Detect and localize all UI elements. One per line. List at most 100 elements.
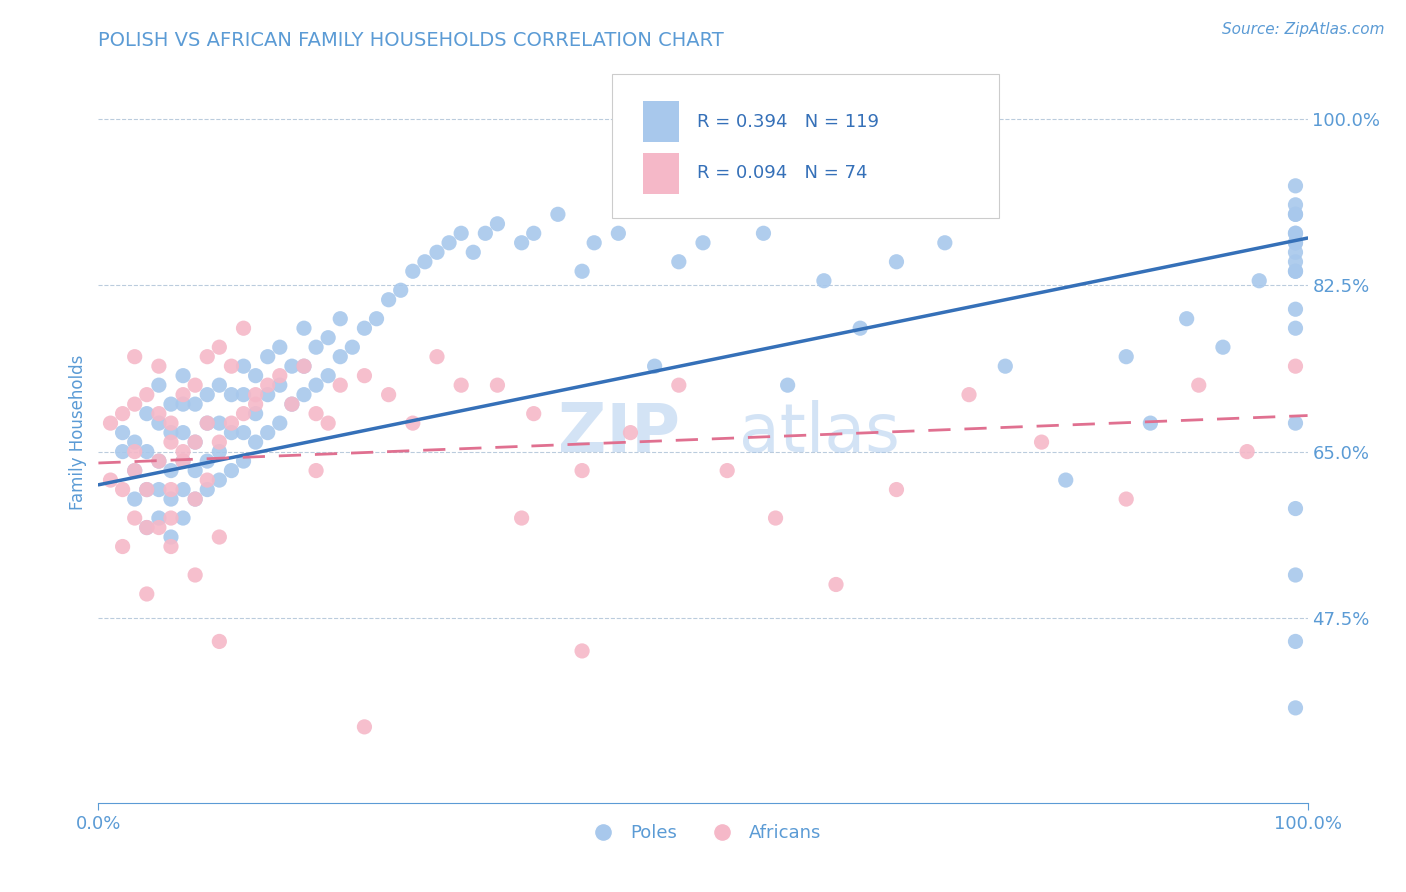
- Point: [813, 274, 835, 288]
- Point: [256, 350, 278, 364]
- Point: [160, 397, 183, 411]
- Point: [1236, 444, 1258, 458]
- Point: [776, 378, 799, 392]
- Point: [160, 425, 183, 440]
- Point: [571, 264, 593, 278]
- Point: [172, 483, 194, 497]
- Point: [172, 368, 194, 383]
- Point: [208, 416, 231, 430]
- Point: [1139, 416, 1161, 430]
- Point: [172, 511, 194, 525]
- Point: [353, 368, 375, 383]
- Point: [135, 387, 157, 401]
- Point: [135, 520, 157, 534]
- Point: [692, 235, 714, 250]
- FancyBboxPatch shape: [643, 153, 679, 194]
- Point: [208, 378, 231, 392]
- Text: atlas: atlas: [740, 400, 900, 466]
- Point: [172, 397, 194, 411]
- Point: [195, 416, 218, 430]
- FancyBboxPatch shape: [643, 102, 679, 142]
- Text: Source: ZipAtlas.com: Source: ZipAtlas.com: [1222, 22, 1385, 37]
- Point: [644, 359, 666, 374]
- Point: [184, 435, 207, 450]
- Point: [124, 350, 146, 364]
- Point: [245, 435, 267, 450]
- Point: [148, 359, 170, 374]
- Point: [450, 227, 472, 241]
- Point: [172, 454, 194, 468]
- Point: [184, 397, 207, 411]
- Point: [160, 511, 183, 525]
- Point: [1212, 340, 1234, 354]
- Point: [849, 321, 872, 335]
- Point: [184, 464, 207, 478]
- Point: [583, 235, 606, 250]
- Point: [1284, 416, 1306, 430]
- Text: R = 0.394   N = 119: R = 0.394 N = 119: [697, 112, 879, 130]
- Point: [377, 293, 399, 307]
- Point: [619, 425, 641, 440]
- Point: [957, 387, 980, 401]
- Point: [389, 283, 412, 297]
- Point: [221, 359, 243, 374]
- Point: [269, 416, 291, 430]
- Point: [547, 207, 569, 221]
- Point: [208, 473, 231, 487]
- Point: [1284, 227, 1306, 241]
- Point: [716, 464, 738, 478]
- Point: [305, 464, 328, 478]
- Point: [135, 483, 157, 497]
- Point: [316, 368, 339, 383]
- Point: [886, 254, 908, 268]
- Point: [184, 568, 207, 582]
- Point: [148, 511, 170, 525]
- Point: [571, 644, 593, 658]
- Point: [1284, 178, 1306, 193]
- Point: [184, 491, 207, 506]
- Point: [474, 227, 496, 241]
- Point: [426, 350, 449, 364]
- Point: [256, 387, 278, 401]
- Point: [765, 511, 787, 525]
- Point: [886, 483, 908, 497]
- Point: [195, 454, 218, 468]
- Point: [232, 387, 254, 401]
- Point: [148, 416, 170, 430]
- Point: [111, 540, 134, 554]
- Point: [1284, 254, 1306, 268]
- Point: [184, 435, 207, 450]
- Point: [135, 483, 157, 497]
- Point: [160, 491, 183, 506]
- Point: [135, 520, 157, 534]
- Point: [1031, 435, 1053, 450]
- Point: [1175, 311, 1198, 326]
- Point: [1115, 350, 1137, 364]
- Legend: Poles, Africans: Poles, Africans: [578, 817, 828, 849]
- Text: POLISH VS AFRICAN FAMILY HOUSEHOLDS CORRELATION CHART: POLISH VS AFRICAN FAMILY HOUSEHOLDS CORR…: [98, 30, 724, 50]
- Point: [413, 254, 436, 268]
- Point: [221, 464, 243, 478]
- Point: [668, 254, 690, 268]
- Point: [305, 378, 328, 392]
- Point: [148, 454, 170, 468]
- Point: [135, 407, 157, 421]
- Point: [463, 245, 485, 260]
- Point: [1284, 264, 1306, 278]
- Point: [160, 464, 183, 478]
- Point: [523, 407, 546, 421]
- Point: [100, 416, 122, 430]
- FancyBboxPatch shape: [613, 73, 1000, 218]
- Point: [437, 235, 460, 250]
- Point: [1115, 491, 1137, 506]
- Point: [195, 473, 218, 487]
- Point: [523, 227, 546, 241]
- Point: [172, 454, 194, 468]
- Point: [1284, 235, 1306, 250]
- Point: [292, 387, 315, 401]
- Point: [135, 587, 157, 601]
- Point: [510, 511, 533, 525]
- Point: [329, 350, 352, 364]
- Point: [269, 368, 291, 383]
- Point: [148, 454, 170, 468]
